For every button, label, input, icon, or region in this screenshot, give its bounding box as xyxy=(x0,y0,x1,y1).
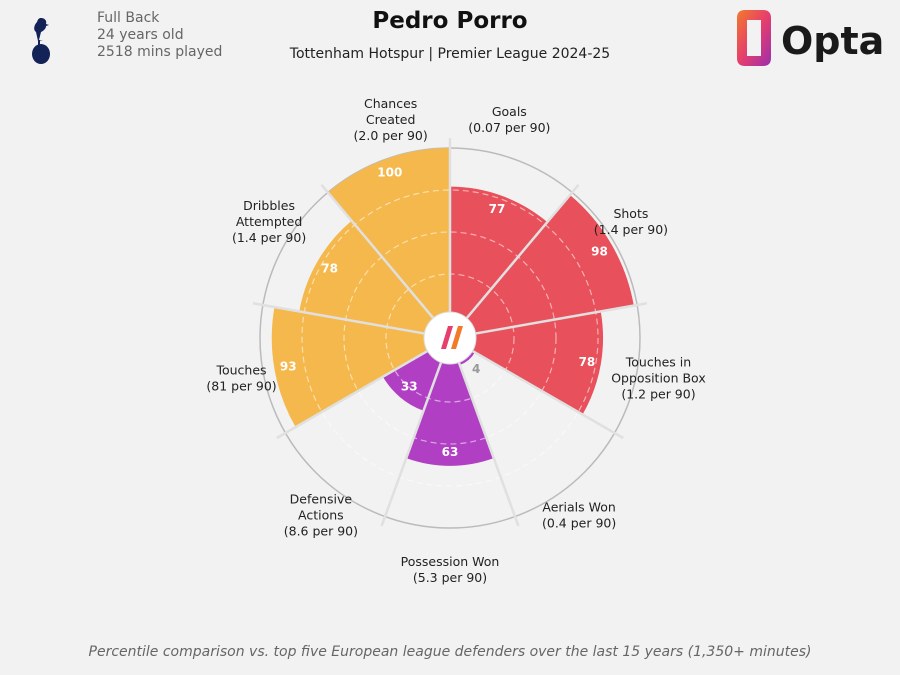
category-per90: (5.3 per 90) xyxy=(413,570,487,585)
bar-touches-in-opposition-box xyxy=(469,311,604,415)
category-name: Defensive xyxy=(290,492,353,507)
value-label: 93 xyxy=(280,360,297,374)
category-name: Aerials Won xyxy=(542,500,615,515)
bar-touches xyxy=(271,307,431,428)
center-logo-icon xyxy=(423,311,477,365)
category-per90: (1.4 per 90) xyxy=(232,230,306,245)
category-name: Touches xyxy=(215,362,266,377)
opta-logo: Opta xyxy=(737,10,884,66)
category-name: Goals xyxy=(492,104,527,119)
spoke xyxy=(320,183,437,322)
category-name: Shots xyxy=(613,206,648,221)
category-per90: (8.6 per 90) xyxy=(284,524,358,539)
bar-goals xyxy=(450,186,548,322)
value-label: 78 xyxy=(321,261,338,275)
chart-title: Pedro Porro xyxy=(372,8,528,34)
category-label: Chances Created (2.0 per 90) xyxy=(354,96,428,143)
bar-shots xyxy=(464,195,634,335)
player-position: Full Back xyxy=(97,10,160,26)
player-info: Full Back 24 years old 2518 mins played xyxy=(97,10,222,61)
chart-subtitle: Tottenham Hotspur | Premier League 2024-… xyxy=(289,46,611,62)
category-label: Defensive Actions (8.6 per 90) xyxy=(284,492,358,539)
center-logo-stroke xyxy=(451,326,463,349)
spoke xyxy=(252,302,429,336)
category-label: Touches in Opposition Box (1.2 per 90) xyxy=(611,354,706,401)
category-name: Touches in xyxy=(625,354,691,369)
category-name: Attempted xyxy=(236,214,302,229)
category-label: Goals (0.07 per 90) xyxy=(468,104,550,135)
spoke xyxy=(456,358,520,527)
category-label: Shots (1.4 per 90) xyxy=(594,206,668,237)
category-per90: (0.4 per 90) xyxy=(542,516,616,531)
center-logo-stroke xyxy=(441,326,453,349)
value-label: 78 xyxy=(579,355,596,369)
grid-ring xyxy=(343,231,557,445)
bar-dribbles-attempted xyxy=(299,220,436,335)
footnote: Percentile comparison vs. top five Europ… xyxy=(88,644,812,660)
category-name: Actions xyxy=(298,508,344,523)
player-age: 24 years old xyxy=(97,27,184,43)
spoke xyxy=(463,183,580,322)
category-name: Created xyxy=(366,112,415,127)
value-label: 33 xyxy=(401,380,418,394)
bar-chances-created xyxy=(327,148,450,322)
tottenham-crest-icon xyxy=(32,18,50,64)
value-label: 63 xyxy=(442,445,459,459)
spoke xyxy=(468,347,624,440)
bar-defensive-actions xyxy=(382,349,443,411)
category-label: Touches (81 per 90) xyxy=(206,362,276,393)
value-label: 4 xyxy=(472,362,480,376)
category-per90: (1.4 per 90) xyxy=(594,222,668,237)
category-per90: (1.2 per 90) xyxy=(621,386,695,401)
grid-ring xyxy=(301,189,599,487)
opta-logo-text: Opta xyxy=(781,19,884,63)
opta-mark-icon xyxy=(737,10,771,66)
spoke xyxy=(471,302,648,336)
category-name: Dribbles xyxy=(243,198,295,213)
category-name: Opposition Box xyxy=(611,370,706,385)
category-per90: (2.0 per 90) xyxy=(354,128,428,143)
category-label: Possession Won (5.3 per 90) xyxy=(401,554,500,585)
spoke xyxy=(380,358,444,527)
category-name: Chances xyxy=(364,96,417,111)
value-label: 77 xyxy=(489,202,506,216)
category-label: Aerials Won (0.4 per 90) xyxy=(542,500,616,531)
category-name: Possession Won xyxy=(401,554,500,569)
spoke xyxy=(276,347,432,440)
category-per90: (81 per 90) xyxy=(206,378,276,393)
category-per90: (0.07 per 90) xyxy=(468,120,550,135)
value-label: 98 xyxy=(591,245,608,259)
category-label: Dribbles Attempted (1.4 per 90) xyxy=(232,198,306,245)
bar-possession-won xyxy=(406,358,494,466)
value-label: 100 xyxy=(377,166,402,180)
player-minutes: 2518 mins played xyxy=(97,44,223,60)
